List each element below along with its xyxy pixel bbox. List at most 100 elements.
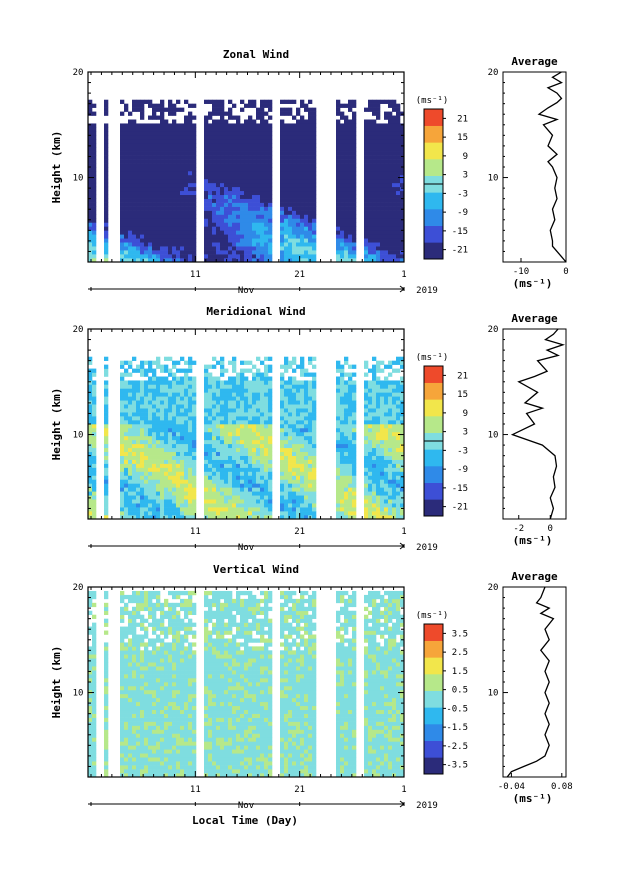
heatmap-cell bbox=[224, 210, 229, 215]
heatmap-cell bbox=[384, 420, 389, 425]
heatmap-cell bbox=[336, 167, 341, 172]
heatmap-cell bbox=[172, 230, 177, 235]
heatmap-cell bbox=[288, 376, 293, 381]
heatmap-cell bbox=[388, 186, 393, 192]
heatmap-cell bbox=[376, 206, 381, 211]
heatmap-cell bbox=[216, 463, 221, 468]
heatmap-cell bbox=[232, 515, 237, 520]
heatmap-cell bbox=[192, 254, 197, 259]
heatmap-cell bbox=[148, 174, 153, 180]
heatmap-cell bbox=[92, 147, 97, 152]
heatmap-cell bbox=[220, 356, 225, 361]
heatmap-cell bbox=[228, 491, 233, 496]
heatmap-cell bbox=[300, 218, 305, 223]
heatmap-cell bbox=[148, 459, 153, 464]
heatmap-cell bbox=[208, 135, 213, 140]
heatmap-cell bbox=[348, 392, 353, 397]
heatmap-cell bbox=[120, 507, 125, 512]
heatmap-cell bbox=[260, 372, 265, 377]
heatmap-cell bbox=[188, 479, 193, 484]
heatmap-cell bbox=[236, 388, 241, 393]
heatmap-cell bbox=[88, 491, 93, 496]
heatmap-cell bbox=[336, 475, 341, 480]
heatmap-cell bbox=[256, 356, 261, 361]
heatmap-cell bbox=[392, 495, 397, 500]
heatmap-cell bbox=[236, 123, 241, 128]
heatmap-cell bbox=[352, 258, 357, 263]
heatmap-cell bbox=[372, 380, 377, 385]
heatmap-cell bbox=[380, 435, 385, 441]
heatmap-cell bbox=[336, 479, 341, 484]
heatmap-cell bbox=[120, 135, 125, 140]
heatmap-cell bbox=[128, 447, 133, 453]
heatmap-cell bbox=[248, 400, 253, 405]
heatmap-cell bbox=[292, 242, 297, 247]
heatmap-cell bbox=[192, 198, 197, 203]
heatmap-cell bbox=[152, 483, 157, 488]
heatmap-cell bbox=[252, 210, 257, 215]
heatmap-cell bbox=[188, 463, 193, 468]
heatmap-cell bbox=[340, 511, 345, 516]
heatmap-cell bbox=[392, 190, 397, 196]
heatmap-cell bbox=[220, 439, 225, 445]
heatmap-cell bbox=[172, 424, 177, 429]
heatmap-cell bbox=[312, 246, 317, 251]
heatmap-cell bbox=[372, 139, 377, 144]
heatmap-cell bbox=[180, 170, 185, 176]
heatmap-cell bbox=[384, 467, 389, 472]
heatmap-cell bbox=[304, 435, 309, 441]
heatmap-cell bbox=[348, 202, 353, 207]
heatmap-cell bbox=[128, 487, 133, 492]
heatmap-cell bbox=[236, 254, 241, 259]
heatmap-cell bbox=[132, 487, 137, 492]
heatmap-cell bbox=[232, 131, 237, 136]
heatmap-cell bbox=[144, 222, 149, 227]
heatmap-cell bbox=[92, 230, 97, 235]
heatmap-cell bbox=[136, 443, 141, 449]
heatmap-cell bbox=[308, 159, 313, 164]
heatmap-cell bbox=[208, 380, 213, 385]
heatmap-cell bbox=[380, 392, 385, 397]
heatmap-cell bbox=[132, 495, 137, 500]
heatmap-cell bbox=[232, 123, 237, 128]
heatmap-cell bbox=[156, 404, 161, 409]
heatmap-cell bbox=[120, 372, 125, 377]
heatmap-cell bbox=[160, 182, 165, 188]
heatmap-cell bbox=[340, 210, 345, 215]
heatmap-cell bbox=[344, 214, 349, 219]
heatmap-cell bbox=[228, 404, 233, 409]
heatmap-cell bbox=[180, 388, 185, 393]
heatmap-cell bbox=[212, 424, 217, 429]
heatmap-cell bbox=[92, 368, 97, 373]
heatmap-cell bbox=[252, 178, 257, 184]
heatmap-cell bbox=[224, 388, 229, 393]
heatmap-cell bbox=[372, 511, 377, 516]
heatmap-cell bbox=[388, 431, 393, 437]
heatmap-cell bbox=[256, 404, 261, 409]
heatmap-cell bbox=[164, 127, 169, 132]
heatmap-cell bbox=[380, 226, 385, 231]
heatmap-cell bbox=[304, 151, 309, 156]
heatmap-cell bbox=[88, 443, 93, 449]
heatmap-cell bbox=[244, 360, 249, 365]
heatmap-cell bbox=[308, 459, 313, 464]
heatmap-cell bbox=[104, 388, 109, 393]
heatmap-cell bbox=[384, 443, 389, 449]
heatmap-cell bbox=[160, 479, 165, 484]
heatmap-cell bbox=[256, 107, 261, 112]
heatmap-cell bbox=[160, 475, 165, 480]
heatmap-cell bbox=[228, 139, 233, 144]
heatmap-cell bbox=[176, 242, 181, 247]
heatmap-cell bbox=[380, 159, 385, 164]
heatmap-cell bbox=[244, 143, 249, 148]
heatmap-cell bbox=[304, 167, 309, 172]
heatmap-cell bbox=[204, 174, 209, 180]
heatmap-cell bbox=[336, 376, 341, 381]
heatmap-cell bbox=[164, 182, 169, 188]
heatmap-cell bbox=[308, 495, 313, 500]
heatmap-cell bbox=[152, 427, 157, 433]
heatmap-cell bbox=[392, 202, 397, 207]
heatmap-cell bbox=[136, 143, 141, 148]
heatmap-cell bbox=[348, 384, 353, 389]
heatmap-cell bbox=[228, 455, 233, 460]
